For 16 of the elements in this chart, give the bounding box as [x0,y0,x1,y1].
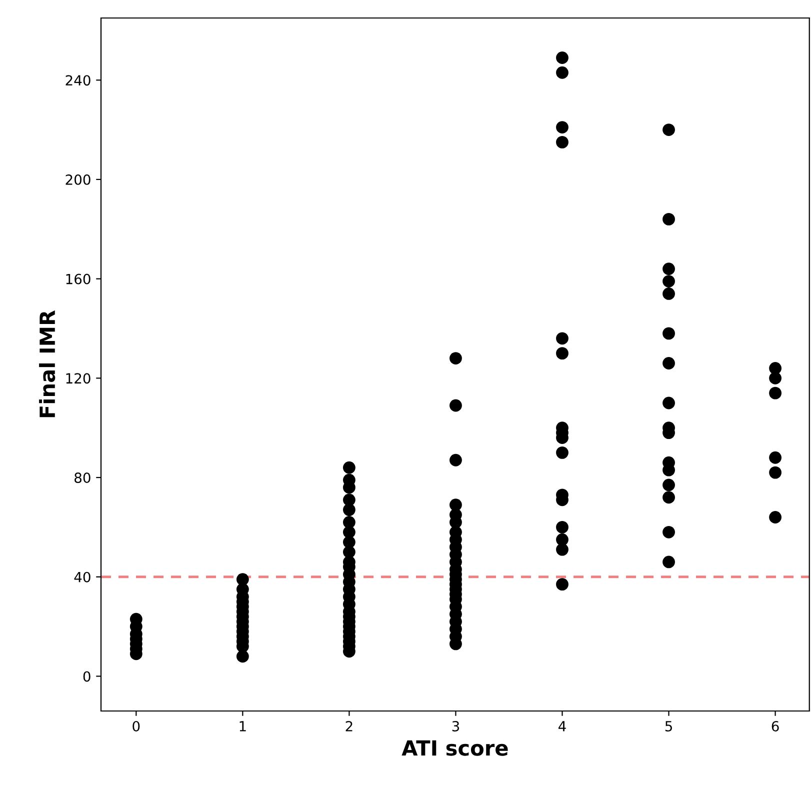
x-tick-label: 1 [240,721,246,732]
x-tick-label: 5 [665,721,672,732]
y-tick-label: 200 [66,174,90,185]
x-tick-label: 2 [346,720,352,732]
y-tick-label: 120 [66,373,90,384]
y-tick-label: 160 [66,274,90,284]
y-tick-label: 240 [66,75,90,86]
y-tick-label: 0 [83,671,90,682]
x-tick-label: 3 [452,720,460,732]
y-tick-label: 40 [74,572,90,582]
y-tick-label: 80 [74,472,90,483]
y-axis-title: Final IMR [39,310,56,418]
x-axis-title: ATI score [402,740,508,756]
x-tick-label: 4 [558,721,566,732]
x-tick-label: 0 [132,720,140,732]
x-tick-label: 6 [772,720,779,732]
